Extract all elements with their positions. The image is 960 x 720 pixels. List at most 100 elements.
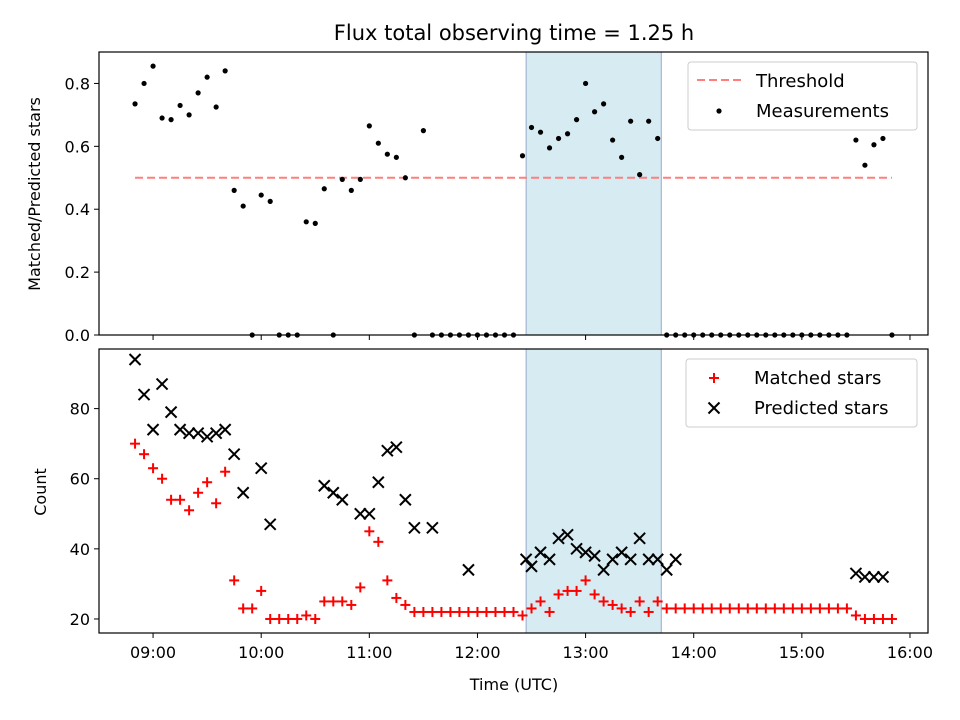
- predicted-star-point: [363, 507, 376, 520]
- matched-star-point: [526, 603, 537, 614]
- predicted-star-point: [669, 553, 682, 566]
- matched-star-point: [274, 613, 285, 624]
- predicted-star-point: [552, 532, 565, 545]
- predicted-star-point: [390, 440, 403, 454]
- measurement-point: [195, 90, 201, 96]
- y-tick-label: 0.2: [65, 263, 90, 282]
- predicted-star-point: [615, 546, 628, 559]
- measurement-point: [177, 102, 183, 109]
- matched-star-point: [148, 463, 159, 474]
- legend-measurements-label: Measurements: [756, 101, 889, 122]
- matched-star-point: [544, 606, 555, 617]
- predicted-star-point: [200, 430, 214, 443]
- matched-star-point: [490, 606, 501, 617]
- predicted-star-point: [146, 423, 160, 436]
- bottom-y-axis-ticks: 20 40 60 80: [70, 400, 99, 629]
- matched-star-point: [769, 603, 780, 614]
- matched-star-point: [562, 585, 573, 596]
- predicted-star-point: [354, 507, 367, 520]
- matched-star-point: [607, 599, 618, 610]
- matched-star-point: [310, 613, 321, 624]
- matched-star-point: [859, 613, 870, 624]
- measurement-point: [141, 80, 147, 87]
- legend-predicted-swatch: [707, 401, 721, 415]
- matched-star-point: [580, 575, 591, 586]
- predicted-star-point: [561, 528, 574, 542]
- measurement-point: [150, 63, 156, 69]
- matched-star-point: [841, 603, 852, 614]
- matched-star-point: [157, 473, 168, 484]
- measurement-point: [880, 135, 886, 142]
- matched-star-point: [634, 596, 645, 607]
- matched-star-point: [886, 613, 897, 624]
- predicted-star-point: [849, 567, 863, 580]
- measurement-point: [853, 137, 859, 143]
- measurement-point: [862, 162, 868, 168]
- measurement-point: [591, 109, 598, 115]
- predicted-star-point: [651, 553, 664, 566]
- measurement-point: [555, 135, 562, 142]
- matched-star-point: [256, 585, 267, 596]
- predicted-star-point: [858, 570, 872, 584]
- top-x-axis-ticks: [152, 335, 911, 340]
- matched-star-point: [184, 505, 195, 516]
- matched-star-point: [706, 603, 717, 614]
- matched-star-point: [688, 603, 699, 614]
- predicted-star-point: [182, 426, 196, 440]
- x-tick-label: 12:00: [454, 643, 500, 662]
- bottom-shaded-interval: [525, 348, 662, 634]
- measurement-point: [213, 104, 219, 110]
- matched-star-point: [733, 603, 744, 614]
- predicted-star-point: [867, 570, 881, 584]
- predicted-star-point: [372, 476, 385, 489]
- predicted-star-point: [408, 521, 421, 535]
- predicted-star-point: [519, 553, 533, 566]
- predicted-star-point: [570, 542, 583, 556]
- predicted-star-point: [336, 493, 349, 506]
- measurement-point: [582, 80, 589, 87]
- top-panel: 0.00.20.40.60.8 Matched/Predicted stars …: [25, 51, 929, 345]
- measurement-point: [528, 124, 535, 131]
- predicted-star-point: [660, 563, 673, 577]
- predicted-star-point: [588, 549, 601, 563]
- x-tick-label: 15:00: [779, 643, 825, 662]
- top-shaded-interval: [525, 51, 662, 336]
- bottom-axes-frame: [98, 348, 929, 634]
- measurement-point: [871, 142, 877, 148]
- matched-star-point: [193, 487, 204, 498]
- matched-star-point: [409, 606, 420, 617]
- measurement-point: [231, 187, 237, 193]
- legend-measurements-swatch: [716, 108, 722, 114]
- matched-star-point: [508, 606, 519, 617]
- matched-star-point: [805, 603, 816, 614]
- matched-star-point: [211, 498, 222, 509]
- measurement-point: [240, 203, 246, 209]
- matched-star-point: [814, 603, 825, 614]
- matched-star-point: [265, 613, 276, 624]
- measurement-point: [339, 176, 345, 182]
- predicted-star-point: [327, 486, 340, 499]
- bottom-count-points: [128, 353, 897, 624]
- matched-star-point: [346, 599, 357, 610]
- predicted-star-point: [236, 486, 250, 499]
- matched-star-point: [616, 603, 627, 614]
- matched-star-point: [787, 603, 798, 614]
- predicted-star-point: [254, 462, 268, 475]
- bottom-y-axis-label: Count: [31, 468, 50, 516]
- matched-star-point: [472, 606, 483, 617]
- matched-star-point: [571, 585, 582, 596]
- matched-star-point: [229, 575, 240, 586]
- measurement-point: [132, 101, 138, 107]
- matched-star-point: [391, 592, 402, 603]
- matched-star-point: [319, 596, 330, 607]
- predicted-star-point: [227, 447, 241, 461]
- matched-star-point: [796, 603, 807, 614]
- matched-star-point: [238, 603, 249, 614]
- matched-star-point: [589, 589, 600, 600]
- matched-star-point: [778, 603, 789, 614]
- measurement-point: [348, 187, 354, 193]
- x-tick-label: 09:00: [130, 643, 176, 662]
- measurement-point: [619, 154, 625, 160]
- top-legend-frame: [687, 61, 918, 131]
- measurement-point: [393, 154, 399, 160]
